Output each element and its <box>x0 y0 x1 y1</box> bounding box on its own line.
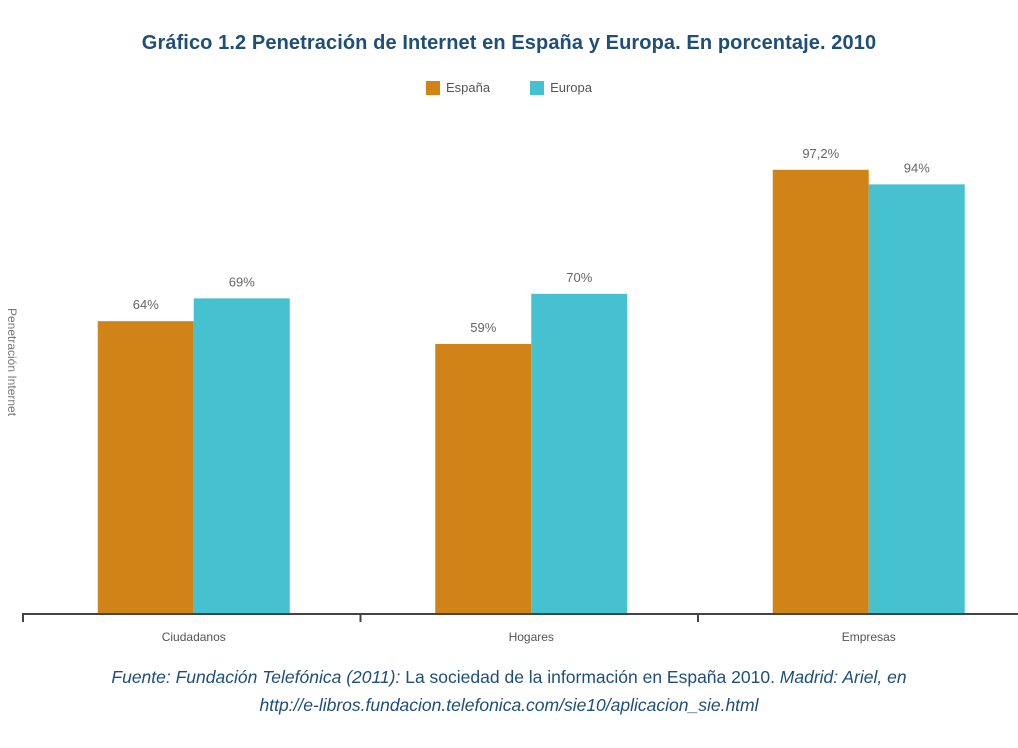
source-url[interactable]: http://e-libros.fundacion.telefonica.com… <box>259 695 759 715</box>
data-label: 59% <box>470 320 496 335</box>
bar-espana-hogares <box>435 343 532 613</box>
data-label: 94% <box>904 160 930 175</box>
legend-swatch-europa <box>530 80 545 95</box>
data-label: 70% <box>566 270 592 285</box>
bar-espana-empresas <box>772 169 869 613</box>
bar-europa-ciudadanos <box>193 298 290 613</box>
y-axis-label: Penetración Internet <box>5 308 19 417</box>
x-tick-label: Ciudadanos <box>162 630 226 644</box>
bar-chart: Penetración Internet 64% 69% 59% 70% 97,2% 94… <box>5 146 1018 644</box>
source-title: La sociedad de la información en España … <box>400 667 775 687</box>
x-tick-label: Empresas <box>842 630 896 644</box>
data-label: 64% <box>133 297 159 312</box>
bar-espana-ciudadanos <box>97 321 194 613</box>
x-tick-label: Hogares <box>509 630 554 644</box>
legend-item-espana: España <box>425 80 491 95</box>
legend-swatch-espana <box>425 80 440 95</box>
chart-title: Gráfico 1.2 Penetración de Internet en E… <box>141 32 877 54</box>
legend: España Europa <box>0 80 1018 95</box>
data-label: 97,2% <box>802 146 839 161</box>
bar-europa-hogares <box>531 293 628 613</box>
legend-label-europa: Europa <box>550 80 592 95</box>
source-line-2: http://e-libros.fundacion.telefonica.com… <box>0 691 1018 719</box>
legend-item-europa: Europa <box>530 80 592 95</box>
source-line-1: Fuente: Fundación Telefónica (2011): La … <box>0 663 1018 691</box>
source-note: Fuente: Fundación Telefónica (2011): La … <box>0 663 1018 719</box>
data-label: 69% <box>229 274 255 289</box>
bar-europa-empresas <box>868 184 965 614</box>
legend-label-espana: España <box>445 80 491 95</box>
source-author: Fuente: Fundación Telefónica (2011): <box>111 667 401 687</box>
source-publisher: Madrid: Ariel, en <box>774 667 907 687</box>
